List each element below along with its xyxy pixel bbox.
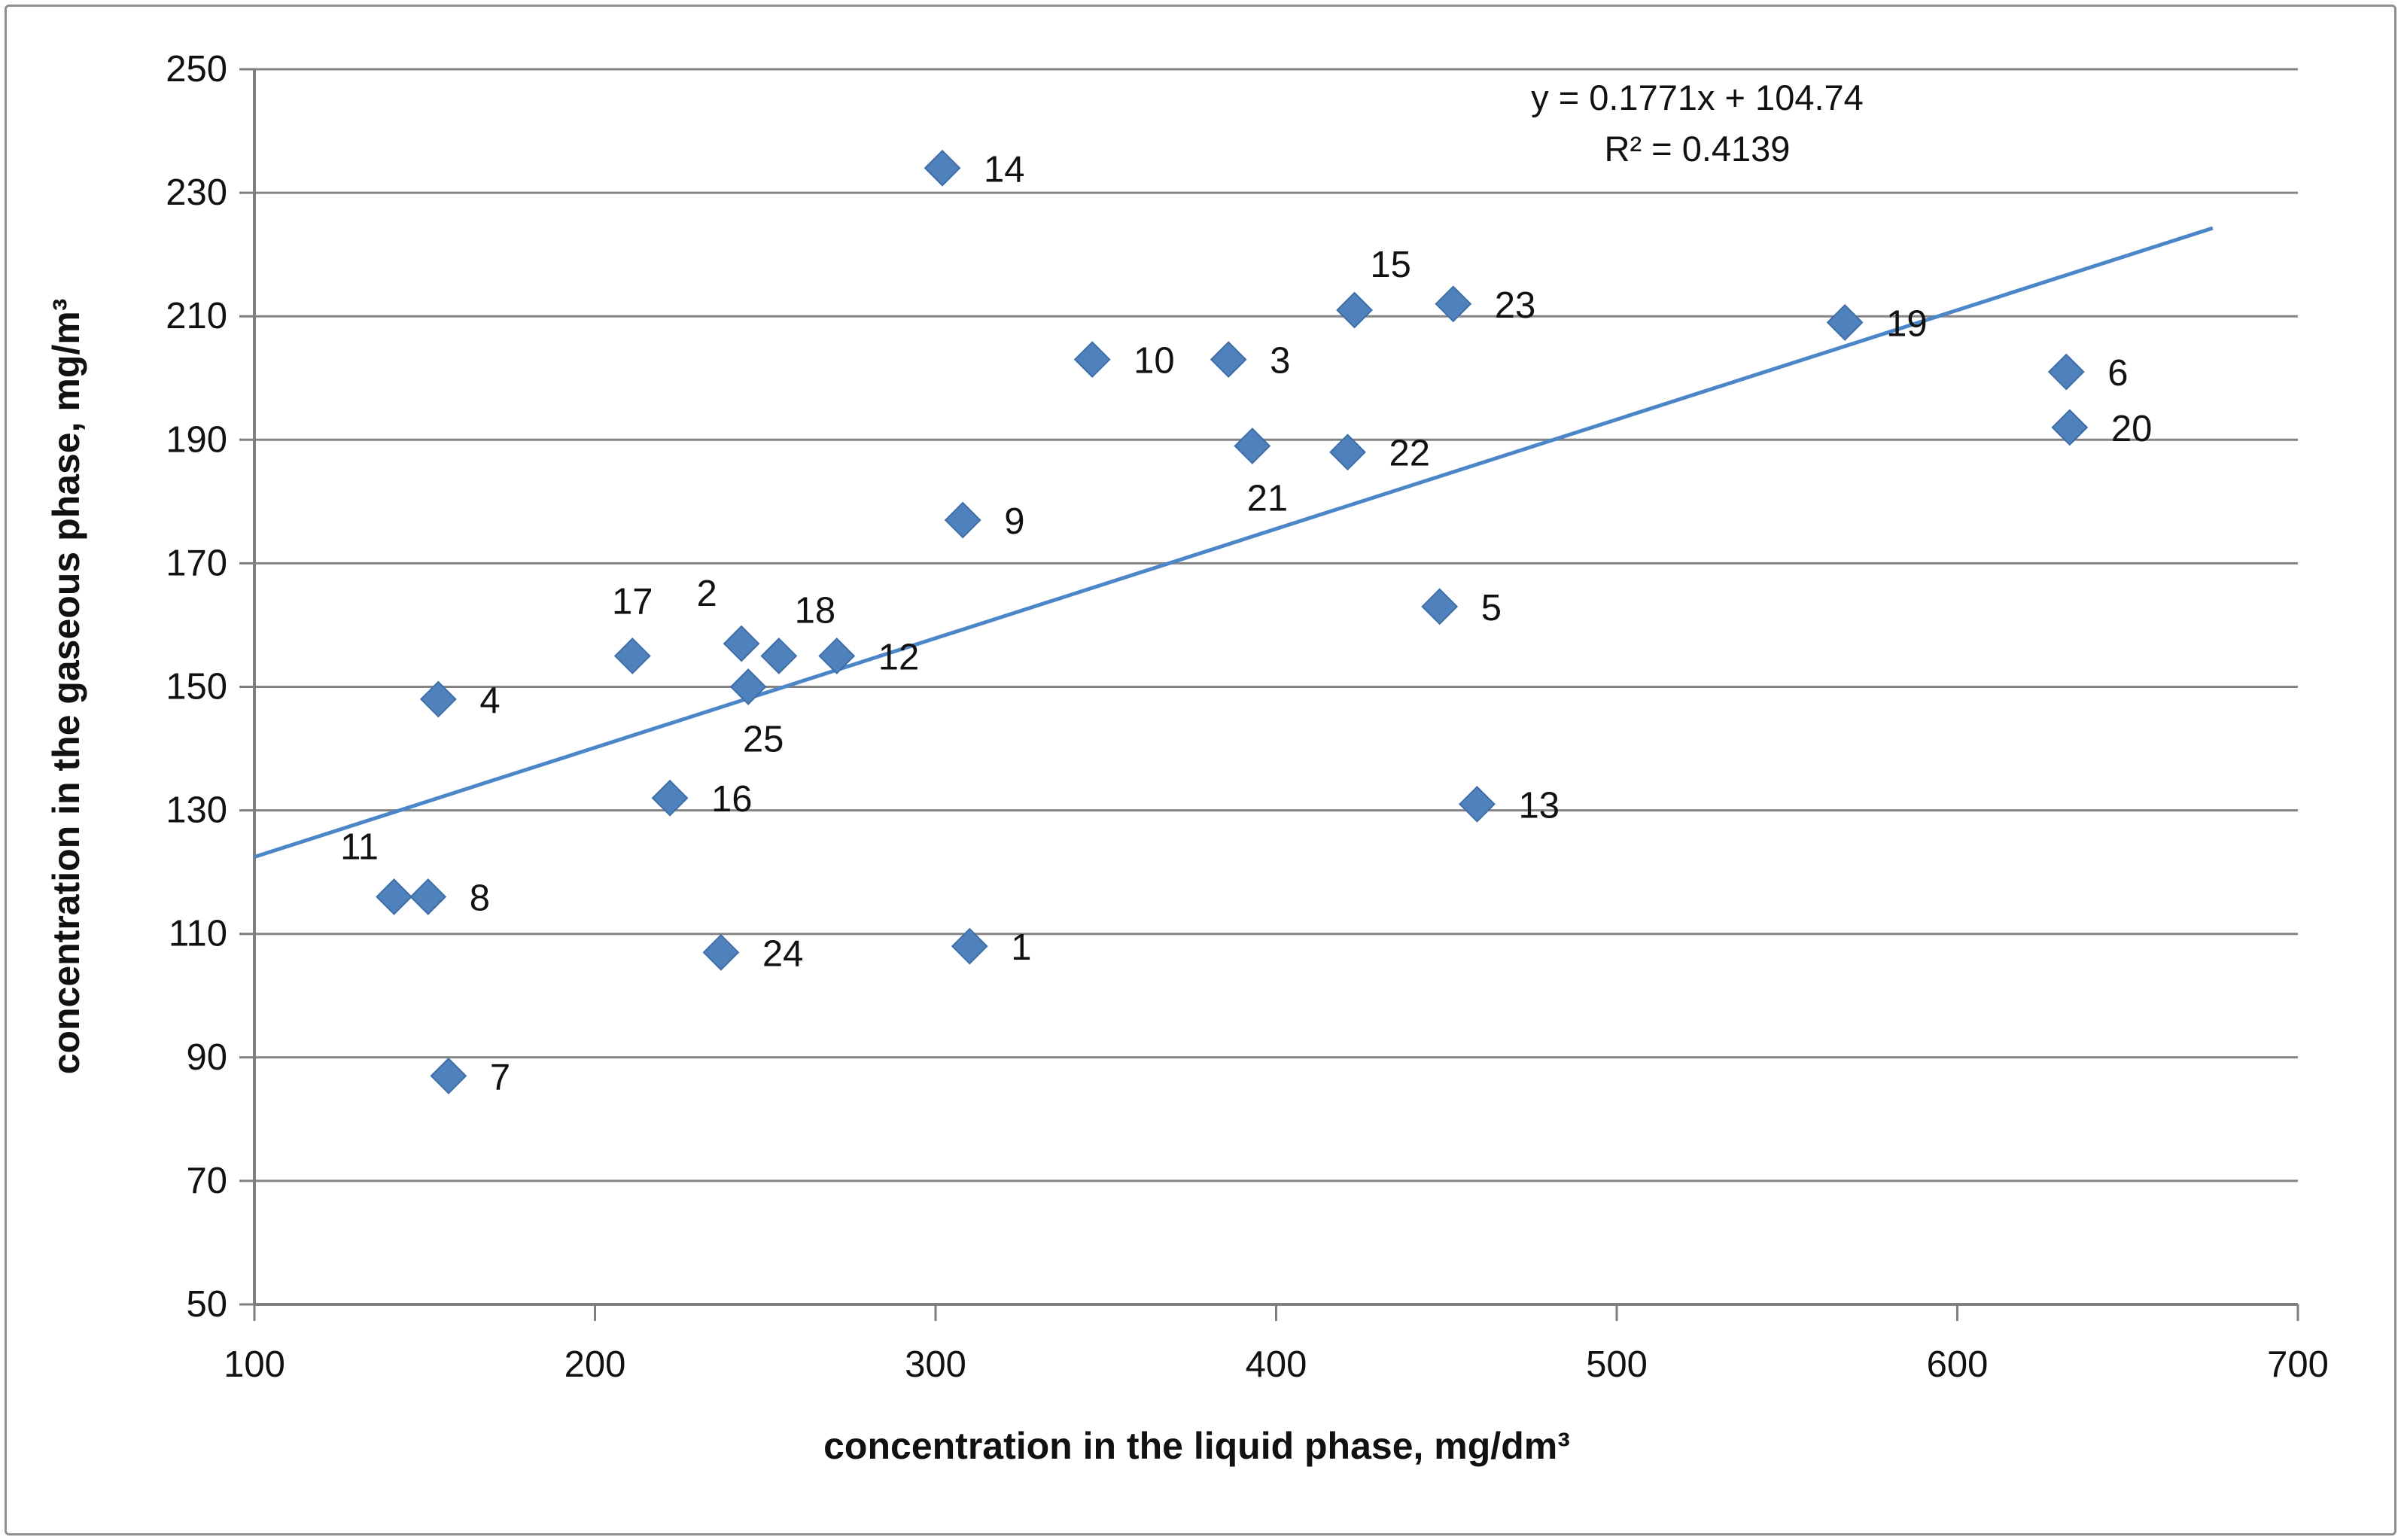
data-point-22	[1329, 434, 1366, 471]
x-axis-title: concentration in the liquid phase, mg/dm…	[823, 1425, 1570, 1467]
data-point-23	[1435, 285, 1472, 323]
data-point-16	[651, 779, 689, 817]
data-point-label-1: 1	[1011, 927, 1031, 968]
trendline-r-squared: R² = 0.4139	[1605, 129, 1791, 169]
data-point-15	[1336, 291, 1373, 329]
trendline-equation: y = 0.1771x + 104.74	[1531, 78, 1864, 117]
y-tick-label-150: 150	[166, 667, 227, 708]
data-point-6	[2047, 353, 2085, 391]
data-point-2	[723, 625, 760, 662]
y-tick-label-230: 230	[166, 172, 227, 213]
data-point-label-22: 22	[1389, 434, 1431, 474]
data-point-label-7: 7	[490, 1057, 510, 1097]
data-point-label-4: 4	[479, 680, 500, 721]
data-point-label-9: 9	[1004, 501, 1024, 542]
data-point-5	[1421, 588, 1459, 625]
x-tick-label-500: 500	[1586, 1344, 1648, 1385]
y-tick-label-170: 170	[166, 543, 227, 583]
x-tick-label-300: 300	[905, 1344, 966, 1385]
data-point-label-18: 18	[795, 590, 836, 631]
data-point-12	[818, 638, 856, 674]
data-point-label-13: 13	[1518, 785, 1560, 826]
data-point-label-25: 25	[743, 720, 784, 760]
data-point-label-5: 5	[1481, 588, 1502, 628]
data-point-17	[613, 638, 651, 674]
data-point-label-3: 3	[1270, 341, 1290, 382]
x-tick-label-600: 600	[1927, 1344, 1989, 1385]
data-point-label-8: 8	[470, 878, 490, 918]
data-point-3	[1210, 341, 1247, 379]
data-point-4	[419, 680, 457, 718]
x-tick-label-400: 400	[1246, 1344, 1307, 1385]
data-point-label-2: 2	[696, 574, 717, 614]
y-tick-label-210: 210	[166, 296, 227, 336]
data-point-label-19: 19	[1886, 303, 1928, 344]
data-point-21	[1234, 428, 1271, 464]
data-point-13	[1459, 785, 1496, 823]
y-tick-label-250: 250	[166, 49, 227, 90]
data-point-label-20: 20	[2111, 409, 2153, 449]
data-point-label-24: 24	[762, 933, 804, 974]
data-point-label-12: 12	[878, 637, 920, 677]
data-point-19	[1826, 303, 1864, 341]
data-point-20	[2051, 409, 2089, 446]
data-point-11	[376, 878, 412, 915]
y-tick-label-190: 190	[166, 419, 227, 460]
data-point-label-21: 21	[1247, 479, 1289, 519]
trend-line	[254, 226, 2214, 859]
data-point-9	[944, 501, 981, 539]
data-point-label-11: 11	[340, 826, 379, 867]
y-tick-label-110: 110	[169, 914, 227, 954]
data-point-label-16: 16	[711, 779, 753, 820]
data-point-label-10: 10	[1134, 341, 1175, 382]
data-point-18	[760, 638, 798, 674]
data-point-label-17: 17	[612, 581, 653, 622]
data-point-25	[729, 668, 767, 705]
data-point-label-6: 6	[2107, 353, 2128, 394]
y-tick-label-130: 130	[166, 790, 227, 831]
data-point-14	[924, 149, 961, 187]
y-tick-label-90: 90	[186, 1037, 227, 1078]
y-tick-label-70: 70	[186, 1161, 227, 1201]
data-point-10	[1073, 341, 1111, 379]
data-point-label-23: 23	[1495, 285, 1536, 326]
data-point-24	[702, 933, 740, 971]
data-point-label-14: 14	[984, 149, 1025, 190]
data-point-8	[409, 878, 447, 915]
x-tick-label-200: 200	[564, 1344, 626, 1385]
x-tick-label-700: 700	[2267, 1344, 2329, 1385]
chart-outer-border	[5, 5, 2396, 1535]
data-point-7	[430, 1058, 467, 1094]
data-point-label-15: 15	[1370, 245, 1411, 285]
y-axis-title: concentration in the gaseous phase, mg/m…	[45, 299, 87, 1075]
x-tick-label-100: 100	[224, 1344, 285, 1385]
data-point-1	[951, 927, 988, 965]
y-tick-label-50: 50	[186, 1284, 227, 1325]
